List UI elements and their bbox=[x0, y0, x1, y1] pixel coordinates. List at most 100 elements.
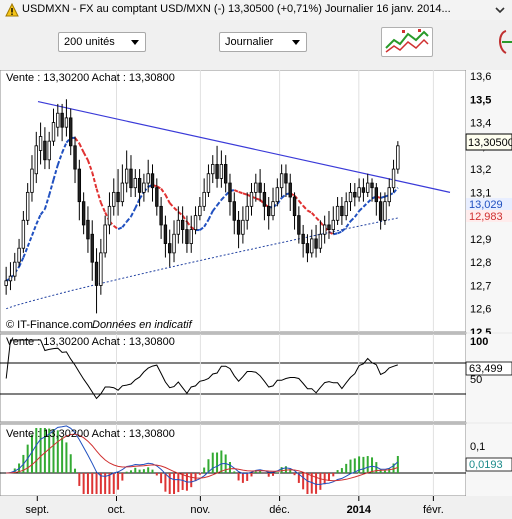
ma-long-line bbox=[6, 217, 398, 310]
ma-short-segment bbox=[177, 211, 184, 217]
candle-body bbox=[314, 238, 318, 249]
indicators-button[interactable] bbox=[381, 27, 433, 57]
candle-body bbox=[34, 145, 38, 175]
ma-short-segment bbox=[220, 194, 227, 201]
candle-body bbox=[120, 182, 125, 203]
chevron-down-icon bbox=[292, 40, 300, 45]
candle-body bbox=[25, 191, 30, 221]
candle-body bbox=[86, 219, 90, 240]
price-panel[interactable] bbox=[0, 70, 467, 333]
ma-short-segment bbox=[65, 137, 72, 144]
time-tick-label: oct. bbox=[108, 504, 126, 516]
price-tick-label: 13,1 bbox=[470, 187, 491, 199]
candle-body bbox=[129, 168, 133, 189]
candle-body bbox=[288, 182, 292, 198]
ma-short-segment bbox=[216, 199, 223, 207]
candle-body bbox=[391, 168, 396, 189]
candle-body bbox=[21, 219, 26, 249]
candle-body bbox=[228, 182, 232, 203]
candle-body bbox=[112, 191, 116, 207]
ma-short-segment bbox=[121, 221, 128, 228]
rsi-axis bbox=[466, 334, 512, 422]
candle-body bbox=[318, 233, 323, 249]
macd-line bbox=[6, 425, 399, 485]
ma-short-segment bbox=[224, 190, 231, 196]
candle-body bbox=[30, 168, 34, 193]
ma-short-segment bbox=[22, 246, 29, 258]
candle-body bbox=[176, 219, 181, 235]
trendline[interactable] bbox=[37, 101, 451, 193]
ma-short-segment bbox=[99, 202, 107, 213]
rsi-value-marker bbox=[465, 361, 512, 376]
candle-body bbox=[297, 215, 301, 235]
candlesticks bbox=[4, 99, 400, 314]
ma-short-segment bbox=[293, 194, 300, 202]
ma-short-segment bbox=[276, 197, 283, 205]
chevron-down-icon bbox=[131, 40, 139, 45]
ma-short-segment bbox=[345, 220, 352, 228]
macd-panel[interactable] bbox=[0, 423, 467, 497]
candle-body bbox=[387, 187, 391, 203]
ma-short-segment bbox=[181, 215, 188, 223]
ma-short-value: 13,029 bbox=[469, 199, 503, 211]
ma-short-segment bbox=[302, 205, 309, 212]
candle-body bbox=[378, 201, 383, 221]
title-bar bbox=[0, 0, 512, 20]
candle-body bbox=[4, 280, 8, 286]
indicator-chart-icon bbox=[385, 29, 429, 53]
candle-body bbox=[90, 233, 94, 263]
candle-body bbox=[322, 224, 327, 235]
price-tick-label: 13,4 bbox=[470, 118, 491, 130]
candle-body bbox=[60, 112, 64, 128]
time-tick-label: sept. bbox=[25, 504, 49, 516]
period-select[interactable]: Journalier bbox=[219, 32, 307, 52]
chart-area[interactable]: 13,613,513,413,313,213,11312,912,812,712… bbox=[0, 70, 512, 519]
chevron-down-icon[interactable] bbox=[492, 2, 508, 18]
ma-short-segment bbox=[349, 216, 356, 222]
candle-body bbox=[353, 191, 357, 198]
ma-short-segment bbox=[164, 194, 171, 204]
candle-body bbox=[215, 164, 219, 179]
ma-short-segment bbox=[306, 209, 313, 214]
candle-body bbox=[124, 168, 129, 184]
price-marker: 13,30500 bbox=[465, 133, 512, 151]
ma-short-segment bbox=[173, 207, 180, 213]
ma-short-segment bbox=[207, 210, 214, 221]
price-tick-label: 13,5 bbox=[470, 94, 491, 106]
rsi-panel-info: Vente : 13,30200 Achat : 13,30800 bbox=[6, 336, 175, 348]
ma-short-segment bbox=[392, 187, 399, 194]
ma-short-segment bbox=[337, 230, 343, 235]
ma-short-segment bbox=[74, 137, 81, 145]
candle-body bbox=[374, 187, 379, 203]
price-axis-labels: 13,613,513,413,313,213,11312,912,812,712… bbox=[470, 71, 491, 339]
ma-short-segment bbox=[380, 195, 386, 199]
ma-short-segment bbox=[190, 226, 197, 231]
ma-short-segment bbox=[255, 197, 261, 201]
candle-body bbox=[103, 224, 107, 254]
candle-body bbox=[310, 238, 314, 254]
candle-body bbox=[258, 182, 262, 193]
units-select[interactable]: 200 unités bbox=[58, 32, 146, 52]
price-tick-label: 12,8 bbox=[470, 257, 491, 269]
macd-panel-info: Vente : 13,30200 Achat : 13,30800 bbox=[6, 428, 175, 440]
ma-short-segment bbox=[26, 235, 33, 248]
candle-body bbox=[38, 136, 43, 151]
ma-short-segment bbox=[91, 172, 98, 189]
period-select-value: Journalier bbox=[225, 36, 274, 48]
candle-body bbox=[107, 205, 112, 226]
rsi-value: 63,499 bbox=[469, 363, 503, 375]
candle-body bbox=[335, 205, 340, 221]
drawing-tool-icon[interactable] bbox=[496, 27, 512, 57]
candle-body bbox=[206, 173, 211, 193]
candle-body bbox=[275, 187, 280, 203]
rsi-panel[interactable] bbox=[0, 333, 467, 423]
candle-body bbox=[198, 205, 202, 217]
ma-short-segment bbox=[199, 226, 205, 231]
candle-body bbox=[223, 164, 228, 184]
ma-short-segment bbox=[125, 215, 132, 223]
candle-body bbox=[189, 229, 193, 244]
candle-body bbox=[137, 178, 142, 193]
ma-short-segment bbox=[353, 210, 360, 218]
macd-tick-0-1: 0,1 bbox=[470, 441, 485, 453]
time-axis-labels: sept. oct. nov. déc. 2014 févr. bbox=[25, 496, 444, 516]
